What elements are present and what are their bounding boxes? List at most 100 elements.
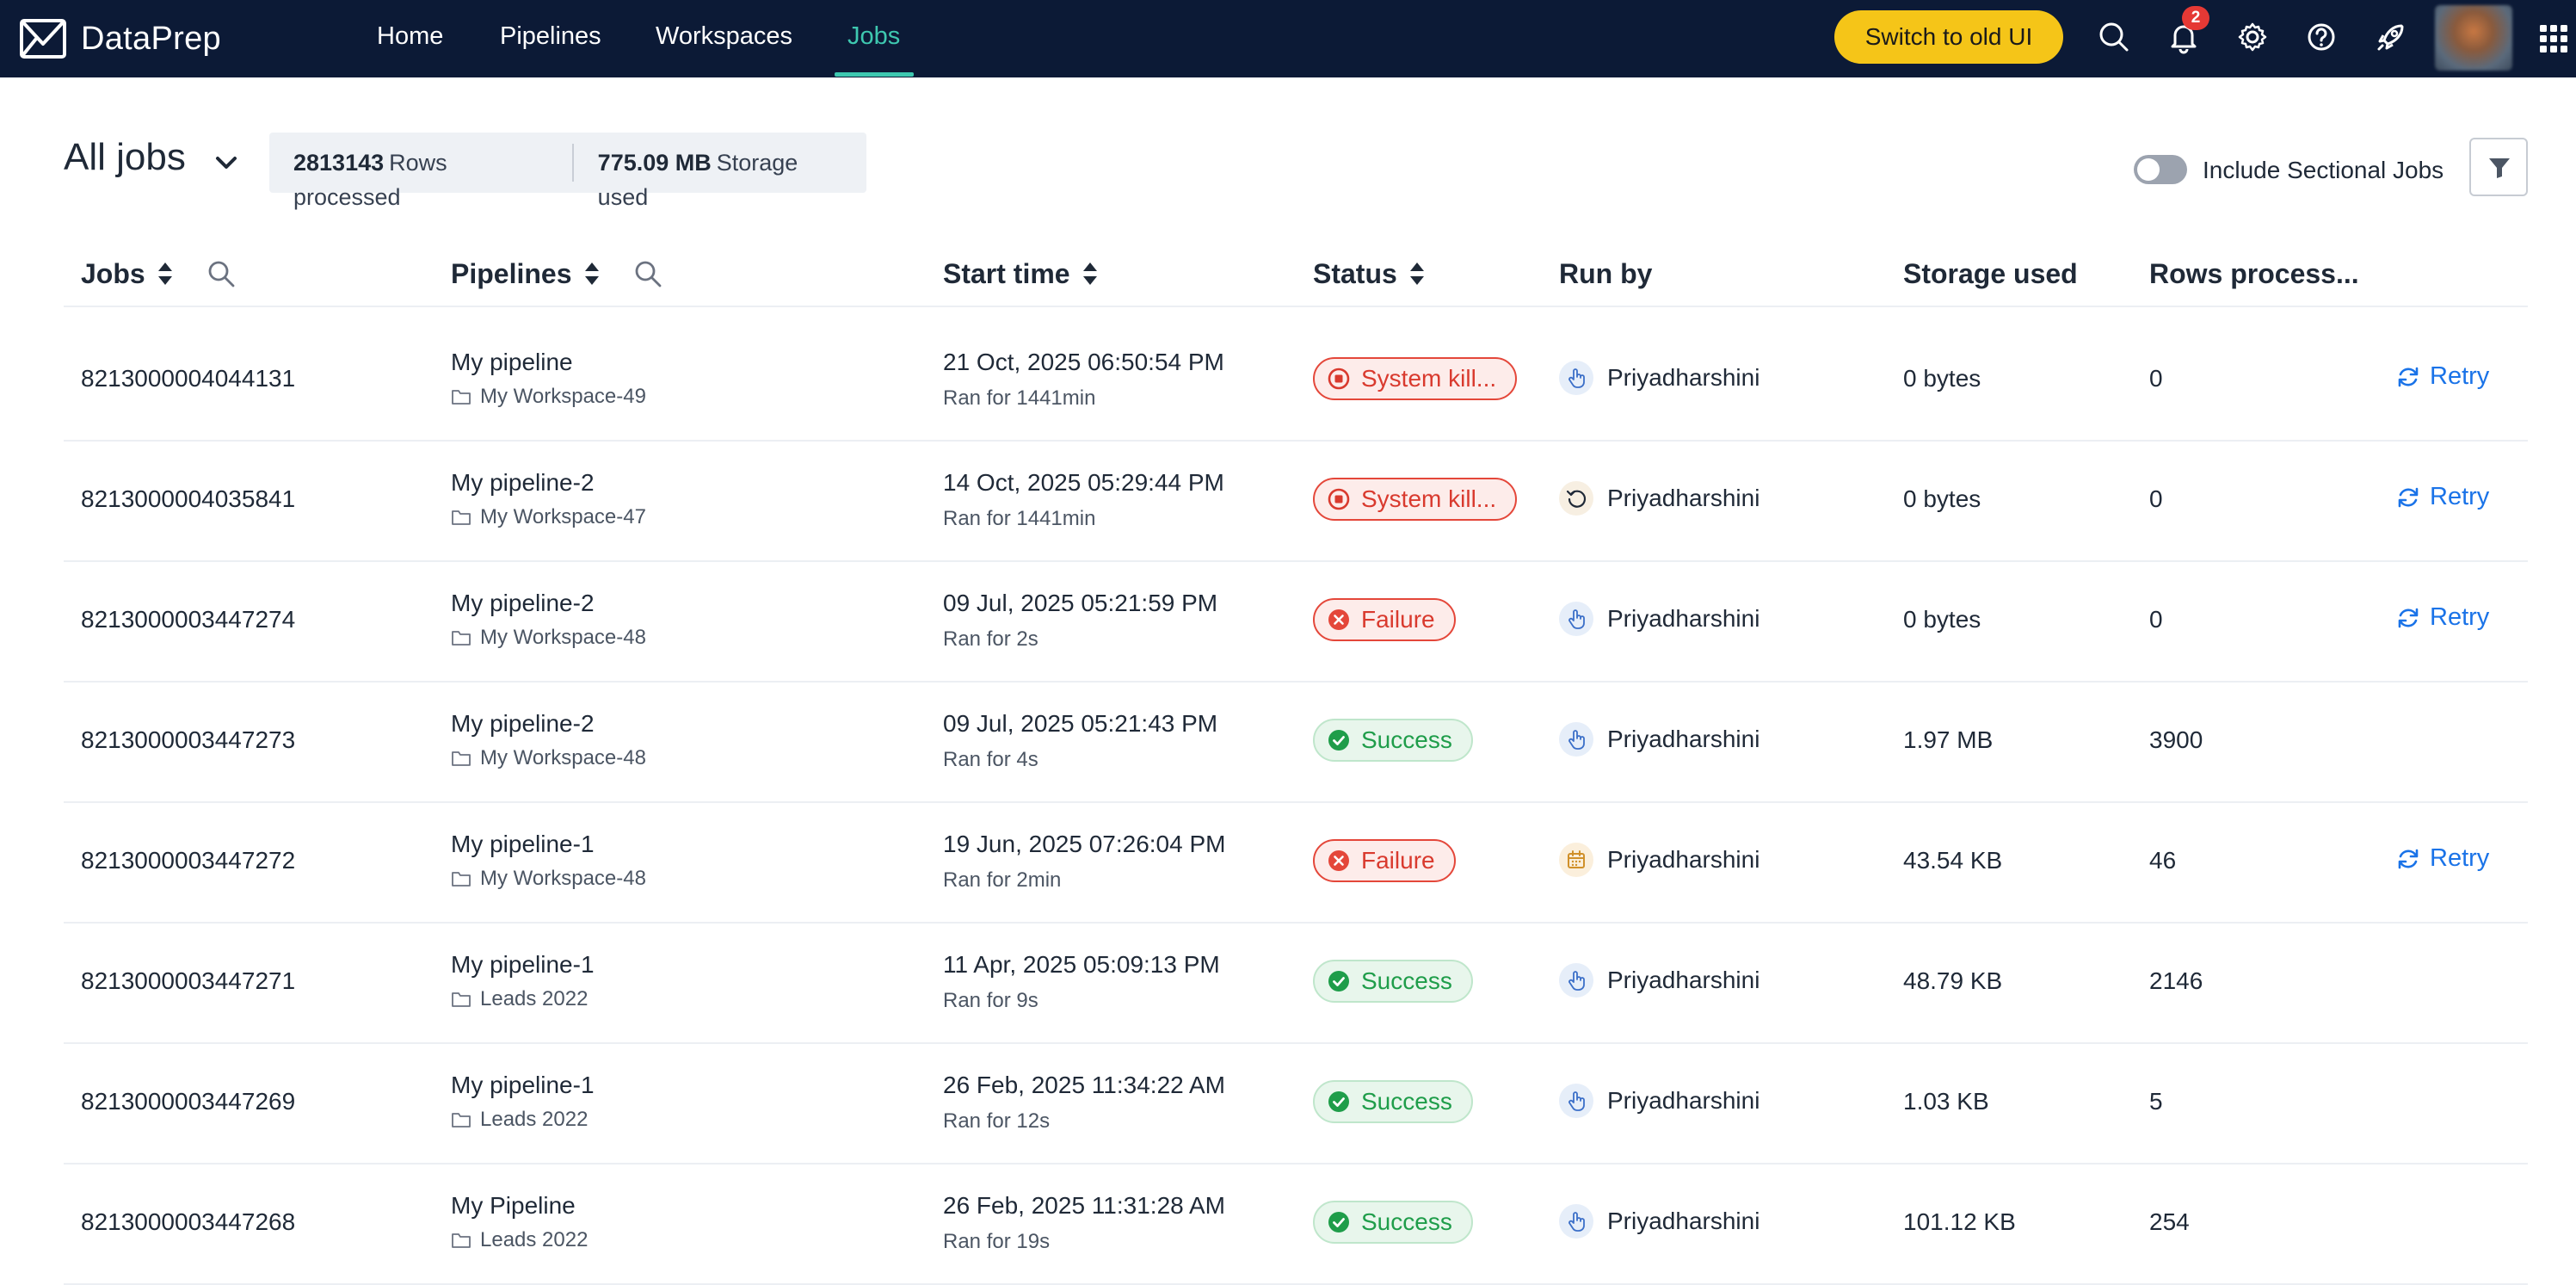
- pipeline-name[interactable]: My pipeline-1: [451, 1072, 595, 1098]
- job-id[interactable]: 8213000003447268: [81, 1208, 296, 1235]
- start-time-cell: 26 Feb, 2025 11:31:28 AM Ran for 19s: [943, 1192, 1225, 1254]
- search-icon[interactable]: [2094, 17, 2134, 57]
- sort-icon[interactable]: [582, 259, 601, 288]
- start-time: 09 Jul, 2025 05:21:43 PM: [943, 710, 1218, 737]
- page-title[interactable]: All jobs: [64, 136, 186, 178]
- filter-icon: [2489, 158, 2510, 178]
- column-search-icon[interactable]: [206, 258, 237, 289]
- run-duration: Ran for 1441min: [943, 507, 1096, 530]
- workspace-name: My Workspace-48: [480, 867, 646, 890]
- start-time-cell: 21 Oct, 2025 06:50:54 PM Ran for 1441min: [943, 349, 1224, 411]
- start-time: 14 Oct, 2025 05:29:44 PM: [943, 469, 1224, 496]
- nav-home[interactable]: Home: [377, 22, 444, 50]
- stop-circle-icon: [1328, 488, 1350, 510]
- status-text: Failure: [1361, 847, 1435, 874]
- pipeline-name[interactable]: My pipeline-2: [451, 590, 595, 616]
- retry-button[interactable]: Retry: [2395, 362, 2489, 391]
- workspace-info: My Workspace-48: [451, 746, 646, 770]
- retry-button[interactable]: Retry: [2395, 603, 2489, 632]
- folder-icon: [452, 510, 471, 525]
- column-search-icon[interactable]: [632, 258, 663, 289]
- column-header-jobs[interactable]: Jobs: [81, 255, 237, 293]
- gear-icon[interactable]: [2233, 17, 2272, 57]
- job-id[interactable]: 8213000003447274: [81, 606, 296, 633]
- pipeline-name[interactable]: My Pipeline: [451, 1192, 576, 1219]
- run-duration: Ran for 2s: [943, 627, 1038, 651]
- status-cell: Failure: [1313, 839, 1456, 882]
- retry-button[interactable]: Retry: [2395, 483, 2489, 511]
- run-by-cell: Priyadharshini: [1559, 602, 1759, 636]
- pipeline-name[interactable]: My pipeline-1: [451, 831, 595, 857]
- column-header-status[interactable]: Status: [1313, 255, 1427, 293]
- table-row[interactable]: 8213000003447271 My pipeline-1 Leads 202…: [64, 924, 2528, 1044]
- column-header-start-time-label: Start time: [943, 258, 1070, 289]
- chevron-down-icon[interactable]: [212, 148, 241, 177]
- user-avatar[interactable]: [2435, 5, 2512, 71]
- status-cell: System kill...: [1313, 478, 1518, 521]
- nav-workspaces[interactable]: Workspaces: [656, 22, 793, 50]
- check-circle-icon: [1328, 1212, 1349, 1232]
- table-row[interactable]: 8213000003447273 My pipeline-2 My Worksp…: [64, 683, 2528, 803]
- nav-pipelines[interactable]: Pipelines: [500, 22, 601, 50]
- job-id[interactable]: 8213000003447273: [81, 726, 296, 753]
- pipeline-name[interactable]: My pipeline-2: [451, 469, 595, 496]
- status-cell: Success: [1313, 1080, 1473, 1123]
- pipeline-name[interactable]: My pipeline-1: [451, 951, 595, 978]
- start-time: 26 Feb, 2025 11:31:28 AM: [943, 1192, 1225, 1219]
- job-id[interactable]: 8213000004035841: [81, 485, 296, 512]
- table-row[interactable]: 8213000003447269 My pipeline-1 Leads 202…: [64, 1044, 2528, 1165]
- run-by-user: Priyadharshini: [1607, 726, 1760, 752]
- start-time-cell: 26 Feb, 2025 11:34:22 AM Ran for 12s: [943, 1072, 1225, 1134]
- sort-icon[interactable]: [156, 259, 175, 288]
- filter-button[interactable]: [2469, 138, 2528, 196]
- status-badge: Success: [1313, 1080, 1473, 1123]
- folder-icon: [452, 390, 471, 405]
- pipeline-name[interactable]: My pipeline: [451, 349, 573, 375]
- nav-jobs[interactable]: Jobs: [847, 22, 901, 50]
- retry-button[interactable]: Retry: [2395, 844, 2489, 873]
- storage-used: 101.12 KB: [1903, 1208, 2016, 1235]
- start-time: 21 Oct, 2025 06:50:54 PM: [943, 349, 1224, 375]
- job-id[interactable]: 8213000003447272: [81, 847, 296, 874]
- sort-icon[interactable]: [1081, 259, 1100, 288]
- brand-logo[interactable]: DataPrep: [19, 14, 221, 64]
- rows-processed: 5: [2149, 1088, 2163, 1115]
- storage-used-label: Storage used: [597, 150, 798, 210]
- include-sectional-jobs-toggle[interactable]: [2134, 155, 2187, 184]
- rows-processed: 46: [2149, 847, 2177, 874]
- error-x-icon: [1328, 609, 1349, 630]
- apps-grid-icon[interactable]: [2538, 23, 2569, 54]
- storage-used-value: 775.09 MB: [597, 150, 712, 176]
- column-header-start-time[interactable]: Start time: [943, 255, 1100, 293]
- sort-icon[interactable]: [1408, 259, 1427, 288]
- table-row[interactable]: 8213000003447272 My pipeline-1 My Worksp…: [64, 803, 2528, 924]
- hand-pointer-icon: [1559, 1084, 1593, 1118]
- workspace-name: Leads 2022: [480, 1108, 589, 1131]
- run-duration: Ran for 12s: [943, 1109, 1051, 1133]
- pipeline-name[interactable]: My pipeline-2: [451, 710, 595, 737]
- rows-processed: 3900: [2149, 726, 2203, 753]
- table-row[interactable]: 8213000004035841 My pipeline-2 My Worksp…: [64, 442, 2528, 562]
- table-row[interactable]: 8213000003447268 My Pipeline Leads 2022 …: [64, 1165, 2528, 1285]
- retry-label: Retry: [2430, 603, 2490, 631]
- run-by-cell: Priyadharshini: [1559, 361, 1759, 395]
- workspace-info: Leads 2022: [451, 987, 595, 1011]
- rocket-icon[interactable]: [2371, 17, 2411, 57]
- job-id[interactable]: 8213000003447269: [81, 1088, 296, 1115]
- help-icon[interactable]: [2302, 17, 2341, 57]
- pipeline-cell: My Pipeline Leads 2022: [451, 1192, 588, 1252]
- job-id[interactable]: 8213000003447271: [81, 967, 296, 994]
- storage-used: 0 bytes: [1903, 485, 1981, 512]
- start-time: 09 Jul, 2025 05:21:59 PM: [943, 590, 1218, 616]
- status-text: System kill...: [1361, 485, 1497, 512]
- status-text: Success: [1361, 1208, 1452, 1235]
- column-header-pipelines[interactable]: Pipelines: [451, 255, 663, 293]
- status-text: Success: [1361, 726, 1452, 753]
- table-row[interactable]: 8213000003447274 My pipeline-2 My Worksp…: [64, 562, 2528, 683]
- job-id[interactable]: 8213000004044131: [81, 365, 296, 392]
- hand-pointer-icon: [1559, 963, 1593, 998]
- start-time-cell: 09 Jul, 2025 05:21:43 PM Ran for 4s: [943, 710, 1217, 772]
- start-time: 11 Apr, 2025 05:09:13 PM: [943, 951, 1220, 978]
- table-row[interactable]: 8213000004044131 My pipeline My Workspac…: [64, 321, 2528, 442]
- switch-to-old-ui-button[interactable]: Switch to old UI: [1834, 10, 2063, 64]
